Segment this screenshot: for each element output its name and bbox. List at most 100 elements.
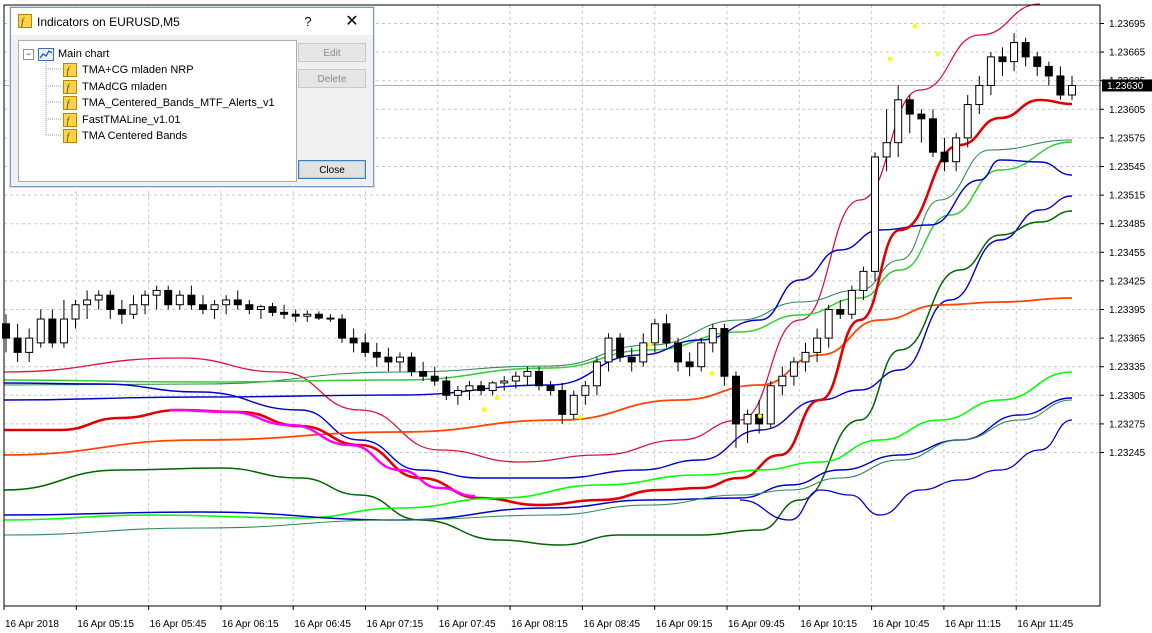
- svg-text:f: f: [21, 17, 25, 28]
- candle-body: [952, 137, 961, 163]
- tree-item-fasttmaline[interactable]: f FastTMALine_v1.01: [63, 112, 180, 128]
- tree-root-main-chart[interactable]: − Main chart: [23, 46, 109, 62]
- candle-body: [604, 337, 613, 363]
- band-blue-bottom: [739, 419, 1073, 521]
- signal-dot: [757, 413, 763, 419]
- close-button[interactable]: Close: [298, 160, 366, 179]
- candle-body: [106, 294, 115, 311]
- svg-text:f: f: [67, 99, 71, 110]
- candle-body: [245, 304, 254, 311]
- tree-item-tma-centered-bands[interactable]: f TMA Centered Bands: [63, 128, 187, 144]
- help-button[interactable]: ?: [304, 14, 312, 29]
- price-label: 1.23335: [1109, 362, 1146, 373]
- candle-body: [986, 56, 995, 86]
- signal-dot: [709, 371, 715, 376]
- candle-body: [778, 375, 787, 387]
- tree-item-tma-cg-nrp[interactable]: f TMA+CG mladen NRP: [63, 62, 194, 78]
- tree-item-tma-centered-bands-mtf[interactable]: f TMA_Centered_Bands_MTF_Alerts_v1: [63, 95, 275, 111]
- candle-body: [731, 375, 740, 425]
- candle-body: [395, 356, 404, 363]
- price-label: 1.23305: [1109, 391, 1146, 402]
- tree-item-tmadcg[interactable]: f TMAdCG mladen: [63, 79, 167, 95]
- candle-body: [477, 385, 486, 392]
- signal-dot: [577, 414, 583, 420]
- candle-body: [361, 342, 370, 353]
- dialog-titlebar[interactable]: f Indicators on EURUSD,M5 ? ✕: [11, 8, 373, 35]
- candle-body: [847, 289, 856, 315]
- time-label: 16 Apr 07:45: [439, 619, 496, 630]
- custom-indicator-icon: f: [63, 113, 77, 127]
- close-icon[interactable]: ✕: [345, 13, 359, 30]
- collapse-icon[interactable]: −: [23, 48, 34, 60]
- tma-center-orange: [3, 297, 1073, 456]
- candle-body: [616, 337, 625, 358]
- svg-text:f: f: [67, 132, 71, 143]
- candle-body: [268, 306, 277, 313]
- time-label: 16 Apr 09:15: [656, 619, 713, 630]
- delete-button[interactable]: Delete: [298, 69, 366, 88]
- indicator-tree[interactable]: − Main chart f TMA+CG mladen NRP f TMAdC…: [18, 40, 297, 182]
- candle-body: [256, 306, 265, 311]
- candle-body: [569, 394, 578, 415]
- candle-body: [407, 356, 416, 372]
- candle-body: [998, 56, 1007, 63]
- candle-body: [291, 313, 300, 317]
- price-label: 1.23665: [1109, 48, 1146, 59]
- svg-text:f: f: [67, 83, 71, 94]
- time-label: 16 Apr 08:15: [511, 619, 568, 630]
- band-lime-lower: [3, 371, 1073, 521]
- candle-body: [222, 299, 231, 306]
- tma-line-magenta: [169, 408, 476, 498]
- candle-body: [697, 342, 706, 368]
- price-label: 1.23485: [1109, 219, 1146, 230]
- candle-body: [1033, 56, 1042, 67]
- time-label: 16 Apr 07:15: [367, 619, 424, 630]
- signal-dot: [935, 51, 941, 57]
- band-blue-mid: [3, 195, 1073, 479]
- indicator-lines: [3, 3, 1073, 546]
- candle-body: [523, 370, 532, 377]
- candle-body: [465, 385, 474, 392]
- candle-body: [708, 328, 717, 344]
- candle-body: [83, 299, 92, 306]
- edit-button[interactable]: Edit: [298, 43, 366, 62]
- time-label: 16 Apr 05:45: [150, 619, 207, 630]
- candle-body: [419, 370, 428, 377]
- indicators-dialog[interactable]: f Indicators on EURUSD,M5 ? ✕ − Main cha…: [10, 7, 374, 187]
- candle-body: [94, 294, 103, 301]
- axes: 1.236951.236651.236351.236051.235751.235…: [3, 4, 1152, 630]
- time-label: 16 Apr 11:45: [1017, 619, 1073, 630]
- candles: [2, 33, 1076, 448]
- candle-body: [766, 385, 775, 425]
- candle-body: [824, 309, 833, 339]
- time-label: 16 Apr 10:45: [873, 619, 930, 630]
- candle-body: [233, 299, 242, 306]
- time-label: 16 Apr 05:15: [77, 619, 134, 630]
- price-label: 1.23395: [1109, 305, 1146, 316]
- candle-body: [871, 156, 880, 272]
- time-label: 16 Apr 09:45: [728, 619, 785, 630]
- candle-body: [917, 113, 926, 120]
- signal-dot: [647, 342, 653, 348]
- time-label: 16 Apr 08:45: [583, 619, 640, 630]
- candle-body: [338, 318, 347, 339]
- candle-body: [384, 356, 393, 363]
- candle-body: [36, 318, 45, 344]
- custom-indicator-icon: f: [63, 129, 77, 143]
- candle-body: [1068, 84, 1076, 96]
- price-label: 1.23455: [1109, 248, 1146, 259]
- band-blue-upper: [3, 159, 1073, 401]
- price-label: 1.23695: [1109, 19, 1146, 30]
- tree-item-label: FastTMALine_v1.01: [82, 114, 181, 126]
- price-label: 1.23245: [1109, 448, 1146, 459]
- custom-indicator-icon: f: [63, 80, 77, 94]
- signal-dot: [481, 407, 487, 412]
- candle-body: [442, 380, 451, 396]
- candle-body: [175, 294, 184, 306]
- candle-body: [882, 142, 891, 158]
- candle-body: [627, 356, 636, 363]
- candle-body: [25, 337, 34, 353]
- band-teal-lower: [3, 399, 1073, 536]
- price-label: 1.23515: [1109, 191, 1146, 202]
